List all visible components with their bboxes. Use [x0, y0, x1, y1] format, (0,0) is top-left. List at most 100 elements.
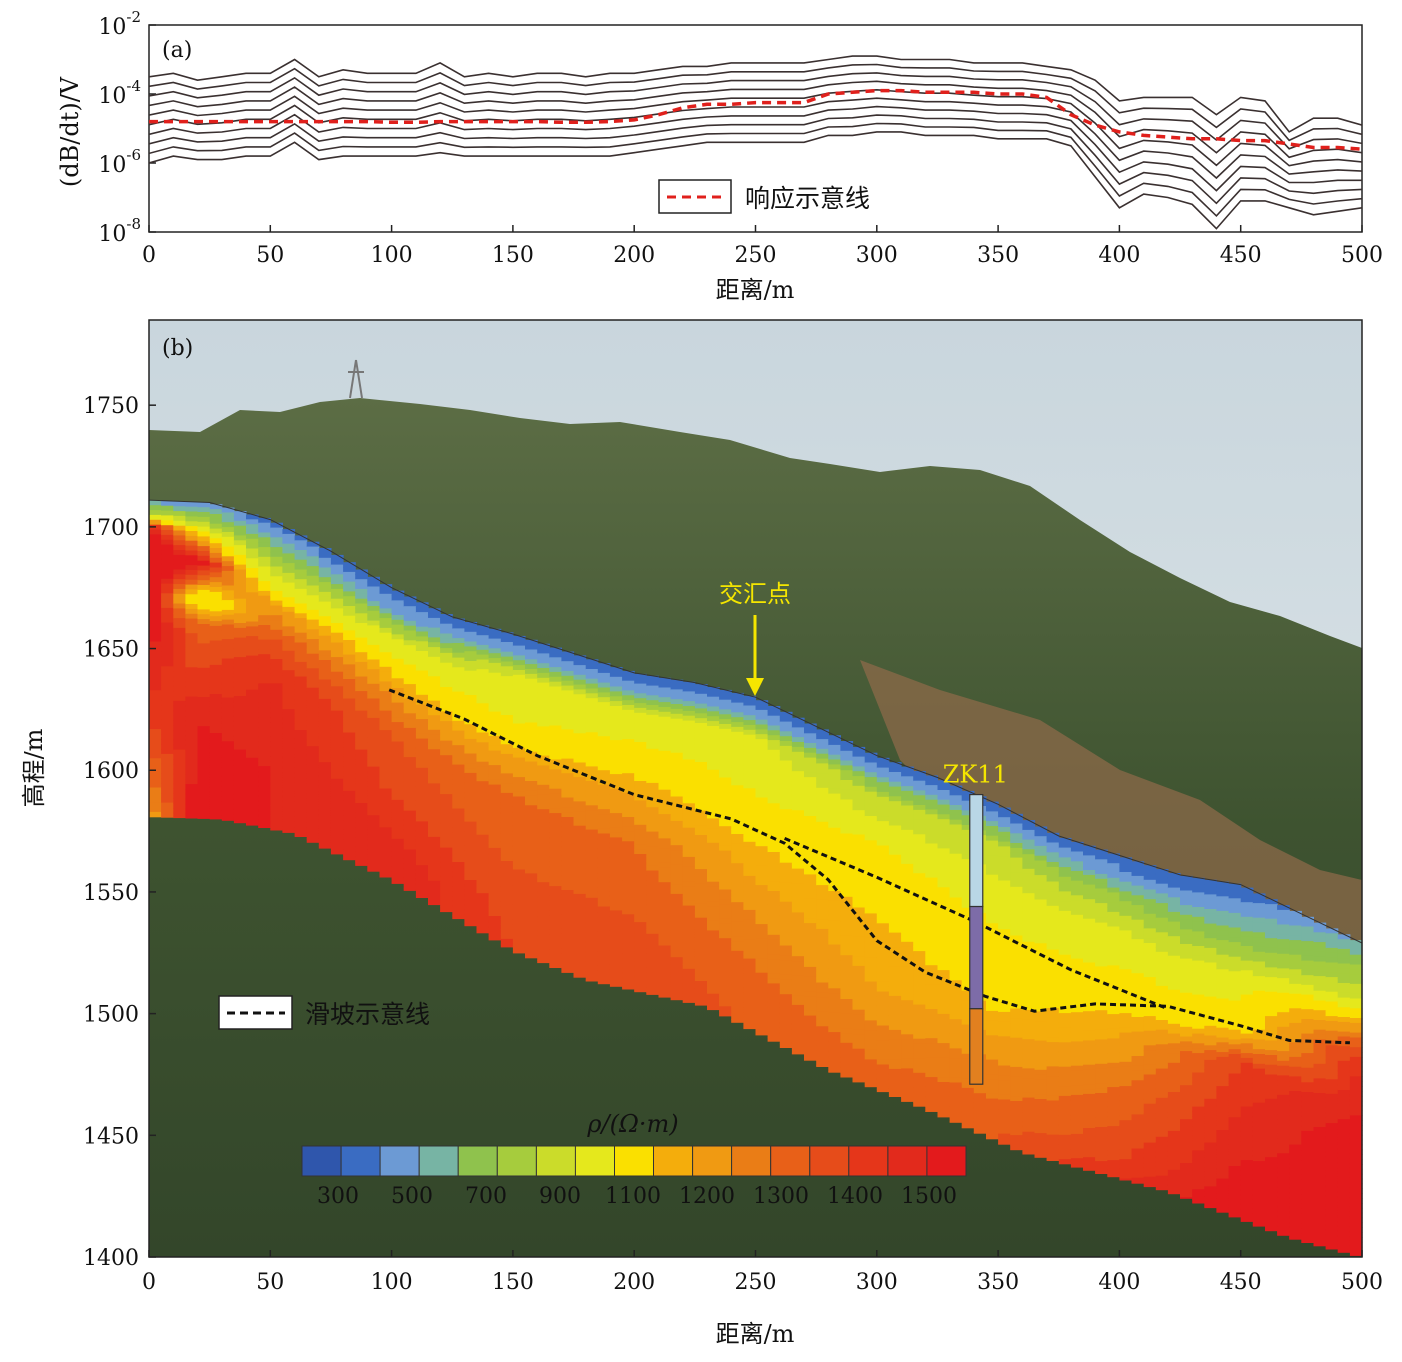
resistivity-cell — [876, 981, 890, 988]
resistivity-cell — [597, 672, 611, 679]
resistivity-cell — [707, 925, 720, 931]
resistivity-cell — [428, 686, 441, 692]
resistivity-cell — [622, 919, 635, 925]
resistivity-cell — [973, 1127, 987, 1133]
resistivity-cell — [864, 777, 878, 783]
resistivity-cell — [258, 586, 271, 592]
resistivity-cell — [306, 609, 320, 616]
resistivity-cell — [209, 543, 223, 549]
resistivity-cell — [707, 711, 720, 717]
resistivity-cell — [525, 892, 538, 899]
resistivity-cell — [658, 935, 672, 942]
resistivity-cell — [585, 824, 599, 831]
resistivity-cell — [646, 909, 659, 915]
resistivity-cell — [731, 756, 744, 762]
resistivity-cell — [282, 757, 296, 764]
resistivity-cell — [646, 890, 659, 896]
resistivity-cell — [379, 749, 393, 756]
resistivity-cell — [694, 791, 708, 797]
resistivity-cell — [694, 693, 708, 700]
resistivity-cell — [731, 907, 744, 913]
resistivity-cell — [840, 1033, 854, 1039]
resistivity-cell — [476, 747, 490, 753]
resistivity-cell — [149, 500, 162, 506]
resistivity-cell — [258, 771, 271, 777]
resistivity-cell — [622, 817, 635, 823]
resistivity-cell — [622, 670, 635, 677]
resistivity-cell — [209, 591, 223, 598]
resistivity-cell — [294, 564, 308, 571]
resistivity-cell — [428, 861, 441, 867]
resistivity-cell — [270, 712, 283, 719]
resistivity-cell — [816, 758, 829, 765]
resistivity-cell — [937, 994, 951, 1000]
resistivity-cell — [937, 960, 951, 966]
resistivity-cell — [622, 977, 635, 984]
resistivity-cell — [622, 812, 635, 818]
resistivity-cell — [779, 775, 793, 781]
resistivity-cell — [343, 795, 356, 802]
resistivity-cell — [961, 790, 975, 797]
resistivity-cell — [161, 622, 174, 628]
resistivity-cell — [512, 825, 526, 832]
resistivity-cell — [221, 536, 235, 543]
resistivity-cell — [209, 606, 223, 612]
resistivity-cell — [609, 686, 623, 692]
resistivity-cell — [876, 791, 890, 798]
resistivity-cell — [852, 946, 866, 952]
resistivity-cell — [622, 953, 635, 959]
resistivity-cell — [221, 760, 235, 767]
resistivity-cell — [998, 841, 1011, 848]
resistivity-cell — [804, 796, 817, 802]
resistivity-cell — [197, 706, 211, 713]
resistivity-cell — [573, 874, 587, 880]
resistivity-cell — [694, 742, 708, 748]
resistivity-cell — [779, 818, 793, 825]
resistivity-cell — [986, 1127, 999, 1134]
resistivity-cell — [428, 622, 441, 629]
resistivity-cell — [318, 601, 332, 608]
resistivity-cell — [743, 856, 757, 862]
response-curve — [149, 114, 1362, 205]
resistivity-cell — [1046, 876, 1060, 883]
resistivity-cell — [246, 699, 259, 705]
resistivity-cell — [658, 726, 672, 732]
resistivity-cell — [330, 686, 344, 692]
resistivity-cell — [804, 1054, 817, 1060]
resistivity-cell — [415, 767, 429, 774]
resistivity-cell — [561, 661, 575, 667]
resistivity-cell — [330, 564, 344, 571]
resistivity-cell — [525, 717, 538, 724]
resistivity-cell — [913, 980, 926, 986]
resistivity-cell — [452, 789, 465, 795]
resistivity-cell — [961, 849, 975, 855]
resistivity-cell — [658, 697, 672, 703]
resistivity-cell — [937, 989, 951, 995]
resistivity-cell — [731, 761, 744, 767]
resistivity-cell — [464, 914, 478, 920]
resistivity-cell — [888, 1020, 902, 1026]
resistivity-cell — [561, 948, 575, 954]
resistivity-cell — [634, 781, 647, 787]
resistivity-cell — [1034, 1133, 1048, 1139]
resistivity-cell — [755, 729, 769, 735]
resistivity-cell — [270, 654, 283, 660]
resistivity-cell — [270, 829, 283, 831]
resistivity-cell — [597, 804, 611, 810]
resistivity-cell — [415, 651, 429, 657]
resistivity-cell — [1046, 1056, 1060, 1063]
resistivity-cell — [173, 696, 186, 702]
resistivity-cell — [767, 949, 781, 955]
resistivity-cell — [391, 590, 405, 597]
resistivity-cell — [209, 718, 223, 724]
resistivity-cell — [246, 602, 259, 608]
resistivity-cell — [488, 872, 502, 878]
resistivity-cell — [185, 584, 199, 591]
resistivity-cell — [488, 653, 502, 659]
resistivity-cell — [549, 725, 562, 731]
resistivity-cell — [573, 913, 587, 919]
resistivity-cell — [512, 699, 526, 705]
resistivity-cell — [767, 779, 781, 785]
resistivity-cell — [246, 597, 259, 603]
resistivity-cell — [804, 869, 817, 875]
